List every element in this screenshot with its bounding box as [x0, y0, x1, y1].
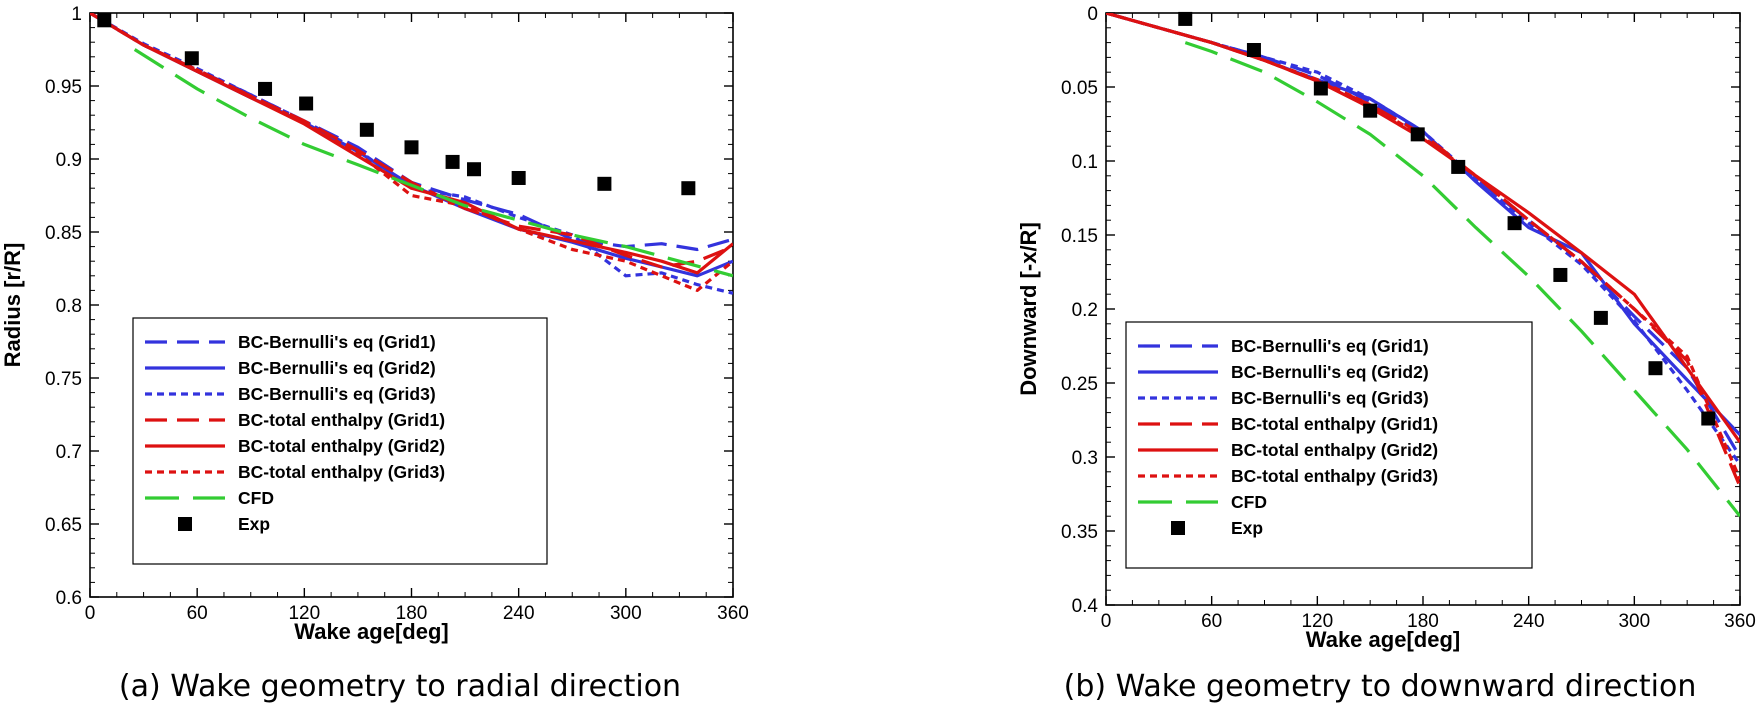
chart1-exp-point [1363, 103, 1378, 118]
chart0-xtick-label: 120 [288, 603, 320, 624]
chart1-legend-label: BC-Bernulli's eq (Grid1) [1231, 336, 1429, 356]
chart0-series-line-3 [90, 13, 733, 269]
chart0-x-axis-label: Wake age[deg] [294, 619, 448, 644]
chart1-legend-label: BC-total enthalpy (Grid1) [1231, 414, 1438, 434]
chart1-exp-point [1593, 310, 1608, 325]
chart1-legend-label: BC-Bernulli's eq (Grid3) [1231, 388, 1429, 408]
chart0-series-line-5 [90, 13, 733, 292]
chart0-caption: (a) Wake geometry to radial direction [119, 669, 681, 704]
chart1-ytick-label: 0.4 [1072, 596, 1099, 617]
chart1-legend-label: Exp [1231, 518, 1263, 538]
chart1-exp-point [1178, 11, 1193, 26]
chart0-xtick-label: 180 [396, 603, 428, 624]
chart1-exp-point [1451, 159, 1466, 174]
chart0-ytick-label: 0.75 [45, 369, 82, 390]
chart0-ytick-label: 1 [71, 4, 82, 25]
chart1-legend-label: CFD [1231, 492, 1267, 512]
chart0-legend-swatch [178, 517, 192, 531]
chart0-exp-point [359, 122, 374, 137]
chart0-legend-label: BC-total enthalpy (Grid2) [238, 436, 445, 456]
chart1-legend: BC-Bernulli's eq (Grid1) BC-Bernulli's eq… [1125, 321, 1533, 569]
chart1-ytick-label: 0 [1087, 4, 1098, 25]
chart0-xtick-label: 0 [85, 603, 96, 624]
chart1-series-line-6 [1184, 41, 1740, 518]
chart1-ytick-label: 0.15 [1061, 226, 1098, 247]
chart1-ytick-label: 0.05 [1061, 78, 1098, 99]
chart0-legend-label: BC-Bernulli's eq (Grid2) [238, 358, 436, 378]
chart0-series-line-0 [90, 13, 733, 252]
chart0-ytick-label: 0.7 [56, 442, 82, 463]
chart1-y-axis-label: Downward [-x/R] [1016, 222, 1041, 396]
chart0-ytick-label: 0.95 [45, 77, 82, 98]
chart1-ytick-label: 0.1 [1072, 152, 1098, 173]
chart1-xtick-label: 360 [1724, 611, 1756, 632]
chart0-xtick-label: 360 [717, 603, 749, 624]
chart0-exp-point [258, 81, 273, 96]
chart1-exp-point [1246, 43, 1261, 57]
chart0-ytick-label: 0.6 [56, 588, 82, 609]
chart0-xtick-label: 60 [187, 603, 208, 624]
chart1-panel: 0 60 120 180 240 300 360 0 0.05 0.1 0.15 0.2 0.25 0.3… [1016, 4, 1756, 704]
chart0-ytick-label: 0.9 [56, 150, 82, 171]
chart0-exp-point [184, 51, 199, 66]
chart0-exp-point [511, 170, 526, 185]
chart1-caption: (b) Wake geometry to downward direction [1064, 669, 1697, 704]
chart1-xtick-label: 180 [1407, 611, 1439, 632]
chart1-exp-point [1553, 267, 1568, 282]
chart0-exp-point [445, 154, 460, 169]
chart1-exp-point [1648, 361, 1663, 376]
chart1-legend-label: BC-total enthalpy (Grid3) [1231, 466, 1438, 486]
chart0-panel: 0 60 120 180 240 300 360 0.6 0.65 0.7 0.75 0.8 0.85 0… [0, 4, 749, 704]
chart0-exp-point [467, 162, 482, 177]
chart1-xtick-label: 0 [1101, 611, 1112, 632]
chart0-series-line-6 [133, 48, 733, 278]
chart0-legend-label: Exp [238, 514, 270, 534]
chart0-exp-point [681, 181, 696, 196]
chart0-ytick-label: 0.85 [45, 223, 82, 244]
chart1-legend-label: BC-total enthalpy (Grid2) [1231, 440, 1438, 460]
chart0-exp-point [404, 140, 419, 155]
chart1-exp-point [1701, 411, 1716, 426]
chart0-legend-label: BC-Bernulli's eq (Grid3) [238, 384, 436, 404]
chart1-x-axis-label: Wake age[deg] [1306, 627, 1460, 652]
chart1-ytick-label: 0.35 [1061, 522, 1098, 543]
chart0-y-axis-label: Radius [r/R] [0, 243, 25, 368]
chart1-xtick-label: 300 [1618, 611, 1650, 632]
chart1-ytick-label: 0.25 [1061, 374, 1098, 395]
chart1-legend-swatch [1171, 521, 1185, 535]
chart0-series-group [90, 13, 733, 295]
chart0-legend-box [132, 317, 548, 565]
chart0-legend-label: BC-Bernulli's eq (Grid1) [238, 332, 436, 352]
chart0-exp-point [299, 96, 314, 111]
chart0-legend: BC-Bernulli's eq (Grid1) BC-Bernulli's eq… [132, 317, 548, 565]
chart1-ytick-label: 0.3 [1072, 448, 1098, 469]
chart0-xtick-label: 300 [610, 603, 642, 624]
chart0-exp-point [597, 176, 612, 191]
chart1-exp-point [1313, 81, 1328, 96]
chart1-legend-box [1125, 321, 1533, 569]
chart1-ytick-label: 0.2 [1072, 300, 1098, 321]
chart1-xtick-label: 240 [1513, 611, 1545, 632]
chart1-exp-point [1410, 127, 1425, 142]
chart1-legend-label: BC-Bernulli's eq (Grid2) [1231, 362, 1429, 382]
chart1-exp-point [1507, 216, 1522, 231]
chart0-legend-label: BC-total enthalpy (Grid3) [238, 462, 445, 482]
chart0-xtick-label: 240 [503, 603, 535, 624]
chart0-legend-label: BC-total enthalpy (Grid1) [238, 410, 445, 430]
chart0-exp-point [97, 13, 112, 28]
chart0-ytick-label: 0.65 [45, 515, 82, 536]
chart1-xtick-label: 120 [1301, 611, 1333, 632]
chart1-xtick-label: 60 [1201, 611, 1222, 632]
chart0-legend-label: CFD [238, 488, 274, 508]
chart0-ytick-label: 0.8 [56, 296, 82, 317]
